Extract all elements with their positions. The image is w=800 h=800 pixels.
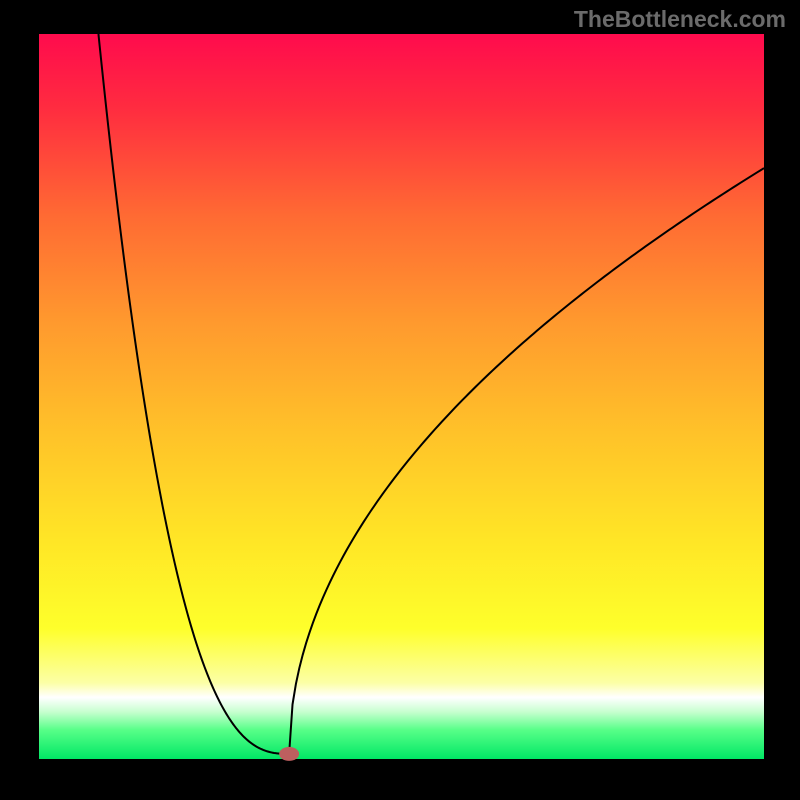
watermark-text: TheBottleneck.com — [574, 6, 786, 33]
plot-svg — [0, 0, 800, 800]
plot-background — [39, 34, 764, 759]
apex-marker — [279, 747, 299, 761]
